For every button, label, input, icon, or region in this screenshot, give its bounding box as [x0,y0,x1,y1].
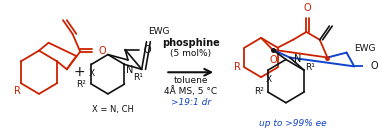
Text: N: N [126,65,133,75]
Text: +: + [73,65,85,79]
Text: 4Å MS, 5 °C: 4Å MS, 5 °C [164,86,217,96]
Text: O: O [98,46,106,56]
Text: phosphine: phosphine [162,38,220,48]
Text: EWG: EWG [149,27,170,36]
Text: X = N, CH: X = N, CH [92,105,134,114]
Text: EWG: EWG [354,44,376,53]
Text: X: X [89,69,95,78]
Text: R¹: R¹ [305,63,315,72]
Text: O: O [304,3,311,13]
Text: N: N [294,54,301,64]
Text: (5 mol%): (5 mol%) [170,49,211,58]
Text: R¹: R¹ [133,73,143,82]
Text: toluene: toluene [174,76,208,85]
Text: R²: R² [254,87,264,96]
Text: R: R [234,62,241,72]
Text: up to >99% ee: up to >99% ee [259,119,327,128]
Text: >19:1 dr: >19:1 dr [170,98,211,107]
Text: O: O [270,55,277,65]
Text: O: O [370,61,378,71]
Text: X: X [266,75,272,84]
Text: R: R [14,86,21,96]
Text: O: O [143,45,151,55]
Text: R²: R² [76,80,85,89]
